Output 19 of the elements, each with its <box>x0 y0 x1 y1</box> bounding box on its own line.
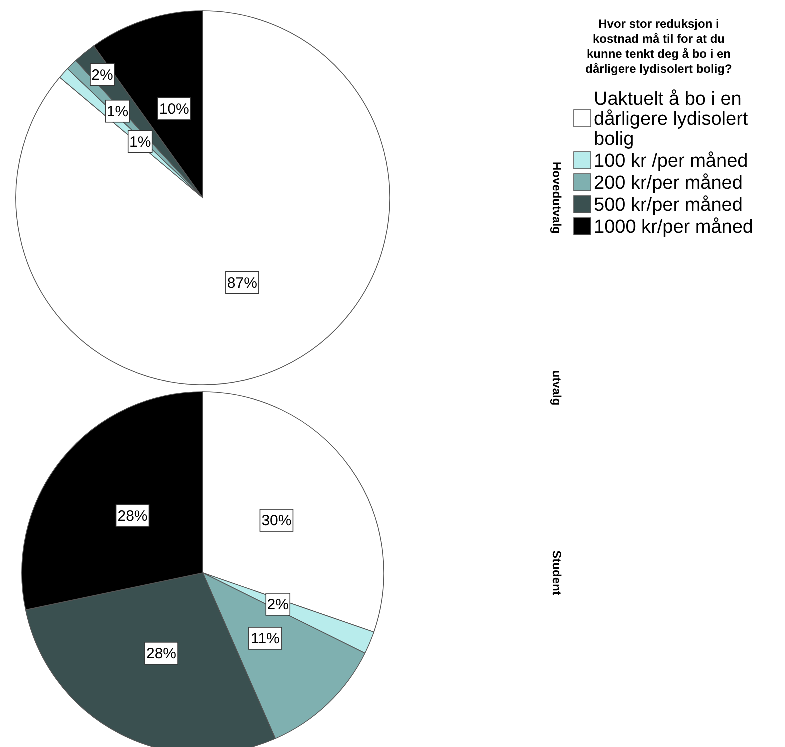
data-label: 28% <box>118 508 148 525</box>
legend-label: Uaktuelt å bo i en dårligere lydisolert bolig <box>594 89 749 150</box>
data-label: 1% <box>106 103 129 120</box>
data-label: 2% <box>267 596 289 614</box>
data-label: 28% <box>146 645 177 662</box>
data-label: 11% <box>250 630 280 648</box>
text: utvalg <box>550 370 564 406</box>
data-label: 2% <box>92 66 114 84</box>
legend-title: Hvor stor reduksjon i kostnad må til for at du kunne tenkt deg å bo i en dårligere lydisolert bolig? <box>586 17 732 76</box>
legend-label: 1000 kr/per måned <box>594 217 754 238</box>
legend-label: 500 kr/per måned <box>594 195 743 216</box>
legend-label: 200 kr/per måned <box>594 173 743 194</box>
data-label: 10% <box>159 100 190 118</box>
slice-label: Hovedutvalg <box>550 162 564 234</box>
legend-label: 100 kr /per måned <box>594 151 748 172</box>
data-label: 1% <box>130 134 152 151</box>
data-label: 30% <box>262 512 292 530</box>
data-label: 87% <box>227 274 258 292</box>
slice-label: Student <box>550 550 564 596</box>
